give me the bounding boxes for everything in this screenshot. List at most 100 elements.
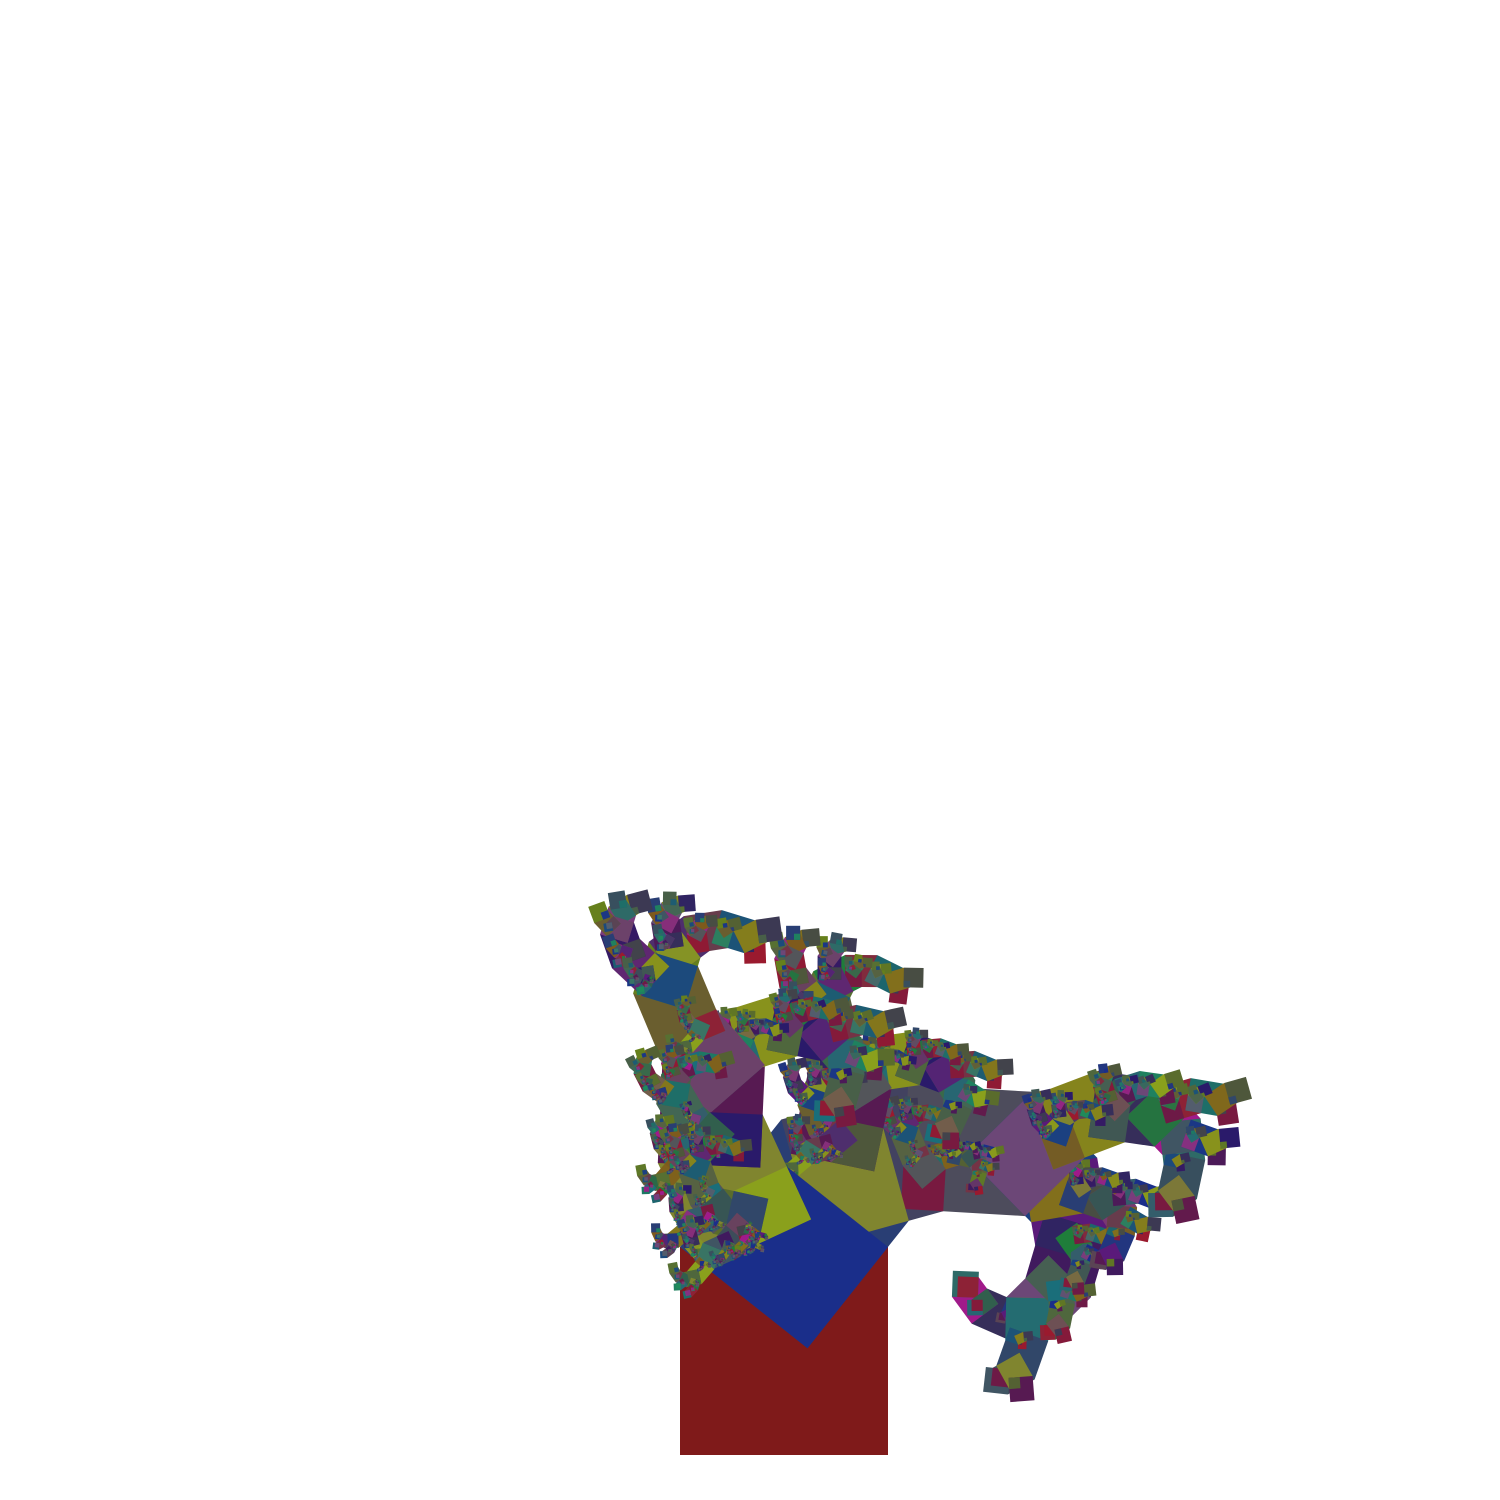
branch-square bbox=[1118, 1232, 1121, 1235]
branch-square bbox=[777, 939, 785, 947]
branch-square bbox=[794, 1147, 797, 1150]
branch-square bbox=[1060, 1304, 1063, 1307]
branch-square bbox=[814, 1132, 817, 1135]
branch-square bbox=[713, 1219, 716, 1221]
branch-square bbox=[757, 1238, 760, 1240]
branch-square bbox=[762, 1234, 767, 1239]
branch-square bbox=[1103, 1068, 1109, 1073]
branch-square bbox=[1119, 1082, 1123, 1086]
branch-square bbox=[789, 1084, 792, 1087]
branch-square bbox=[780, 950, 786, 956]
branch-square bbox=[677, 1232, 680, 1235]
branch-square bbox=[1228, 1095, 1238, 1105]
branch-square bbox=[703, 1177, 705, 1179]
branch-square bbox=[668, 1249, 671, 1252]
branch-square bbox=[679, 1165, 682, 1168]
branch-square bbox=[808, 1064, 812, 1068]
branch-square bbox=[1128, 1214, 1132, 1217]
branch-square bbox=[739, 1244, 742, 1247]
branch-square bbox=[699, 1182, 702, 1185]
branch-square bbox=[700, 1187, 703, 1189]
branch-square bbox=[814, 1003, 818, 1007]
branch-square bbox=[651, 1086, 655, 1090]
branch-square bbox=[738, 1013, 742, 1017]
branch-square bbox=[728, 1246, 731, 1249]
branch-square bbox=[1092, 1170, 1095, 1173]
branch-square bbox=[884, 1123, 887, 1127]
branch-square bbox=[785, 1071, 789, 1075]
branch-square bbox=[670, 1151, 673, 1154]
branch-square bbox=[1098, 1090, 1103, 1094]
branch-square bbox=[613, 948, 619, 953]
branch-square bbox=[664, 1154, 666, 1156]
branch-square bbox=[692, 1145, 695, 1148]
branch-square bbox=[691, 929, 695, 933]
branch-square bbox=[774, 996, 779, 1001]
branch-square bbox=[890, 1128, 892, 1131]
branch-square bbox=[649, 977, 652, 980]
branch-square bbox=[656, 1187, 664, 1195]
branch-square bbox=[906, 1159, 909, 1162]
branch-square bbox=[671, 1201, 674, 1204]
branch-square bbox=[1053, 1096, 1057, 1100]
branch-square bbox=[681, 1170, 684, 1174]
branch-square bbox=[676, 1158, 679, 1161]
branch-square bbox=[791, 1085, 795, 1090]
branch-square bbox=[755, 1240, 757, 1242]
branch-square bbox=[1033, 1121, 1037, 1125]
branch-square bbox=[691, 1253, 694, 1256]
branch-square bbox=[912, 1149, 914, 1151]
branch-square bbox=[669, 1168, 672, 1172]
branch-square bbox=[974, 1059, 978, 1063]
branch-square bbox=[745, 1227, 748, 1229]
branch-square bbox=[1079, 1263, 1082, 1266]
branch-square bbox=[662, 1250, 668, 1256]
branch-square bbox=[749, 1221, 751, 1224]
branch-square bbox=[752, 1240, 756, 1244]
branch-square bbox=[745, 1243, 747, 1245]
branch-square bbox=[614, 958, 622, 966]
branch-square bbox=[743, 1252, 747, 1256]
branch-square bbox=[652, 1091, 655, 1094]
branch-square bbox=[965, 1142, 968, 1146]
branch-square bbox=[777, 1010, 781, 1014]
branch-square bbox=[902, 1111, 905, 1114]
branch-square bbox=[1049, 1130, 1051, 1132]
branch-square bbox=[755, 1244, 757, 1246]
branch-square bbox=[644, 1177, 648, 1181]
branch-square bbox=[925, 1046, 927, 1049]
branch-square bbox=[809, 1069, 812, 1072]
branch-square bbox=[909, 1052, 912, 1056]
branch-square bbox=[698, 1229, 702, 1233]
branch-square bbox=[952, 1154, 954, 1156]
branch-square bbox=[829, 1144, 831, 1146]
branch-square bbox=[787, 1080, 791, 1083]
branch-square bbox=[655, 1145, 659, 1148]
branch-square bbox=[678, 1186, 683, 1190]
branch-square bbox=[1100, 1094, 1103, 1098]
branch-square bbox=[659, 1118, 664, 1123]
branch-square bbox=[745, 1011, 748, 1015]
branch-square bbox=[739, 1023, 742, 1026]
branch-square bbox=[600, 910, 611, 920]
branch-square bbox=[848, 961, 853, 965]
branch-square bbox=[853, 1049, 858, 1053]
branch-square bbox=[708, 1263, 710, 1265]
branch-square bbox=[691, 1246, 694, 1249]
branch-square bbox=[1120, 1084, 1127, 1090]
branch-square bbox=[1086, 1249, 1089, 1252]
branch-square bbox=[820, 1157, 822, 1160]
branch-square bbox=[670, 899, 677, 906]
branch-square bbox=[684, 1111, 687, 1114]
branch-square bbox=[728, 1243, 731, 1246]
branch-square bbox=[1102, 1173, 1105, 1176]
branch-square bbox=[1135, 1187, 1139, 1191]
branch-square bbox=[902, 1118, 905, 1121]
branch-square bbox=[689, 922, 694, 927]
branch-square bbox=[955, 1106, 958, 1109]
branch-square bbox=[685, 1103, 687, 1105]
branch-square bbox=[681, 1015, 683, 1018]
branch-square bbox=[814, 1129, 816, 1131]
branch-square bbox=[796, 1009, 799, 1011]
branch-square bbox=[910, 1149, 913, 1151]
